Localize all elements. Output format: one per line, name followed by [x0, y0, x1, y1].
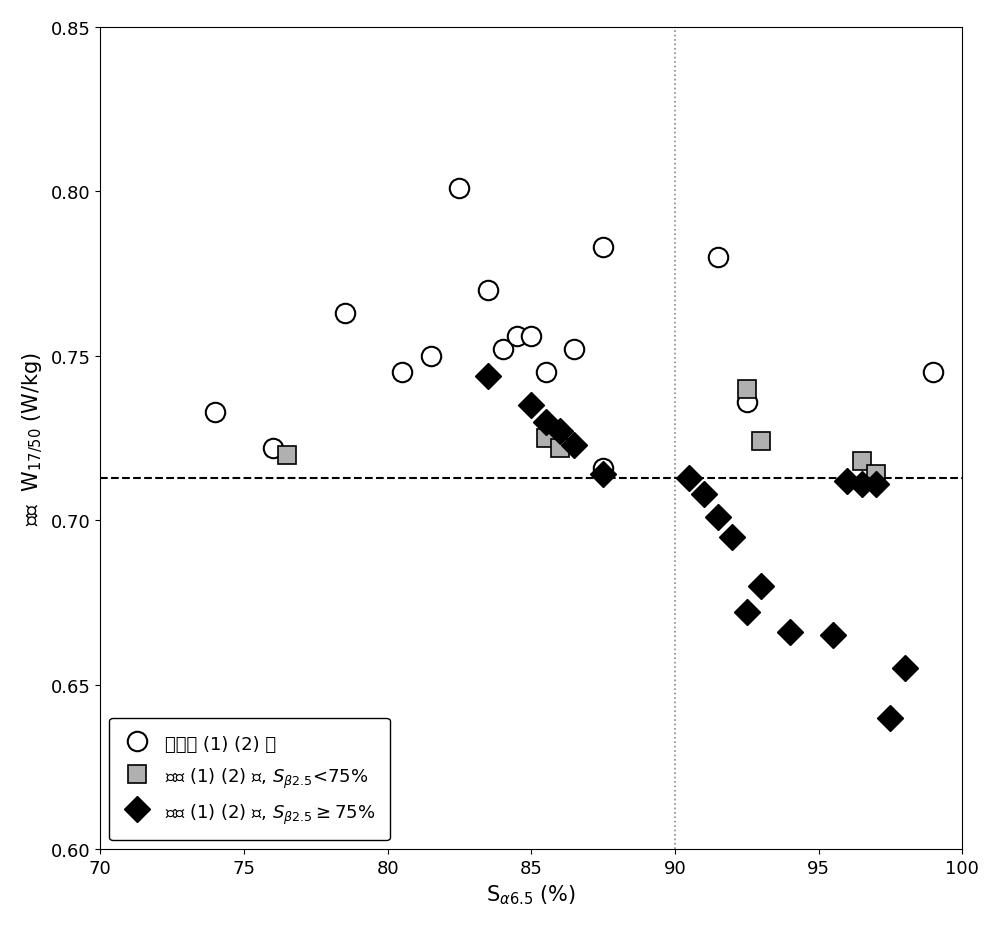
Legend: 不満足 (1) (2) 式, 満足 (1) (2) 式, $S_{\beta 2.5}$<75%, 満足 (1) (2) 式, $S_{\beta 2.5}$$: 不満足 (1) (2) 式, 満足 (1) (2) 式, $S_{\beta 2… [109, 717, 390, 841]
X-axis label: $\mathrm{S}_{\alpha6.5}$ (%): $\mathrm{S}_{\alpha6.5}$ (%) [486, 883, 576, 907]
Y-axis label: 鉄損  $\mathrm{W}_{17/50}$ (W/kg): 鉄損 $\mathrm{W}_{17/50}$ (W/kg) [21, 351, 45, 526]
